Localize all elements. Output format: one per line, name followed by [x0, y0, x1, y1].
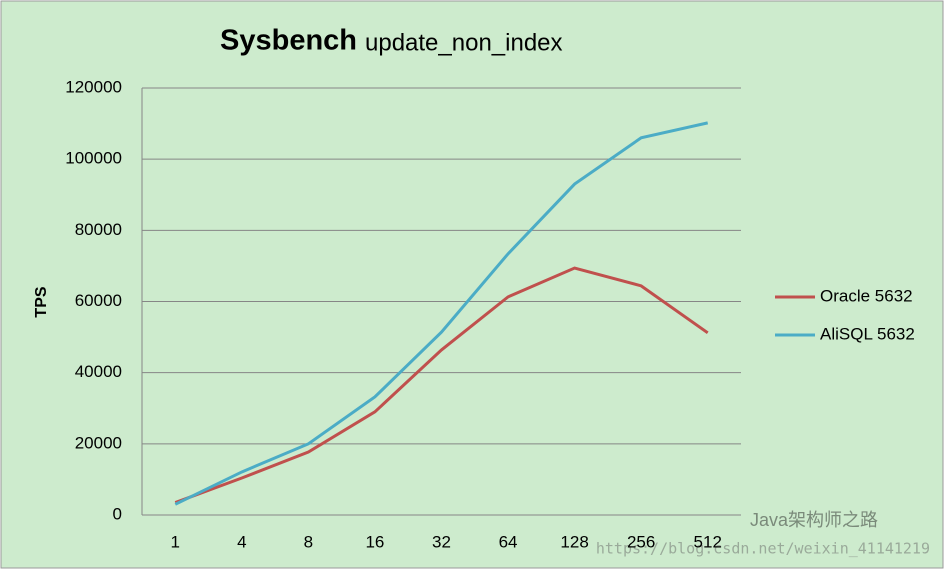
- x-tick-label: 128: [560, 532, 588, 551]
- x-tick-label: 64: [499, 532, 518, 551]
- legend-label: Oracle 5632: [820, 286, 913, 305]
- x-tick-label: 32: [432, 532, 451, 551]
- y-tick-label: 60000: [75, 291, 122, 310]
- x-tick-label: 1: [171, 532, 180, 551]
- line-series: [174, 121, 709, 506]
- y-tick-label: 120000: [65, 77, 122, 96]
- y-tick-label: 20000: [75, 433, 122, 452]
- chart-subtitle: update_non_index: [365, 29, 563, 56]
- watermark-url: https://blog.csdn.net/weixin_41141219: [596, 540, 930, 558]
- y-axis-label: TPS: [33, 286, 50, 317]
- x-tick-label: 16: [365, 532, 384, 551]
- x-tick-label: 4: [237, 532, 246, 551]
- x-tick-label: 256: [627, 532, 655, 551]
- y-tick-label: 0: [113, 504, 122, 523]
- x-tick-label: 512: [694, 532, 722, 551]
- chart-title: Sysbench: [220, 25, 357, 57]
- y-tick-label: 100000: [65, 149, 122, 168]
- x-tick-label: 8: [304, 532, 313, 551]
- watermark: Java架构师之路: [750, 510, 878, 530]
- y-tick-label: 40000: [75, 362, 122, 381]
- line-series: [174, 266, 709, 504]
- legend-label: AliSQL 5632: [820, 324, 915, 343]
- y-tick-label: 80000: [75, 220, 122, 239]
